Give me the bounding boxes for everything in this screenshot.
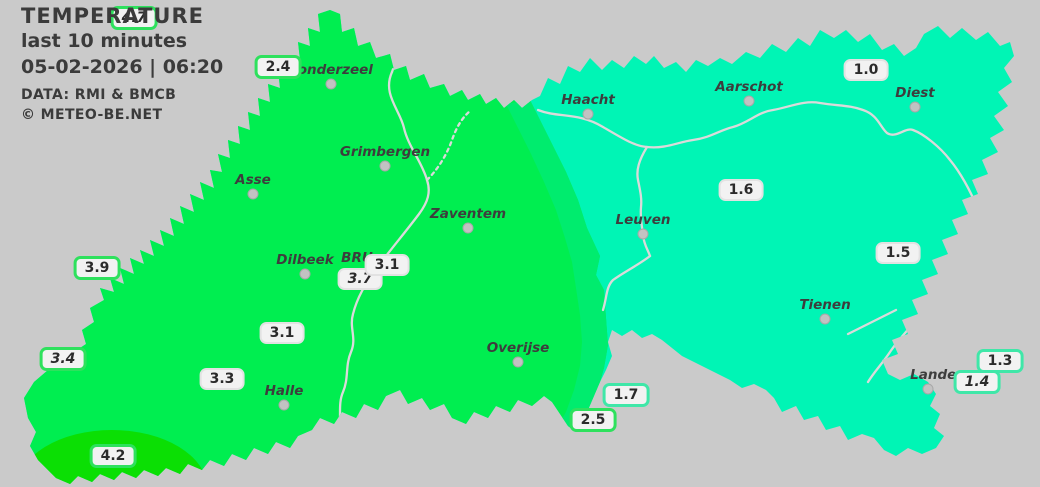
temp-badge-1.5: 1.5 <box>875 242 921 264</box>
city-dot-londerzeel <box>325 78 337 90</box>
city-label-aarschot: Aarschot <box>715 79 783 95</box>
temp-badge-1.0: 1.0 <box>843 59 889 81</box>
temp-badge-1.6: 1.6 <box>718 179 764 201</box>
city-label-grimbergen: Grimbergen <box>339 144 431 160</box>
city-label-haacht: Haacht <box>561 92 615 108</box>
city-dot-halle <box>278 399 290 411</box>
city-label-dilbeek: Dilbeek <box>276 252 334 268</box>
city-dot-zaventem <box>462 222 474 234</box>
zone-mild <box>506 100 608 484</box>
temp-badge-3.1: 3.1 <box>364 254 410 276</box>
temp-badge-3.4: 3.4 <box>39 347 87 371</box>
temp-badge-1.4: 1.4 <box>953 370 1001 394</box>
city-label-halle: Halle <box>264 383 304 399</box>
temp-badge-4.2: 4.2 <box>89 444 137 468</box>
copyright: © METEO-BE.NET <box>21 106 163 123</box>
city-dot-tienen <box>819 313 831 325</box>
city-dot-asse <box>247 188 259 200</box>
data-source: DATA: RMI & BMCB <box>21 86 177 103</box>
city-dot-grimbergen <box>379 160 391 172</box>
city-label-asse: Asse <box>235 172 271 188</box>
datetime: 05-02-2026 | 06:20 <box>21 55 224 78</box>
city-label-londerzeel: Londerzeel <box>289 62 373 78</box>
temp-badge-3.9: 3.9 <box>73 256 121 280</box>
temp-badge-4.7: 4.7 <box>110 6 158 30</box>
subtitle: last 10 minutes <box>21 30 188 53</box>
city-dot-diest <box>909 101 921 113</box>
temp-badge-1.3: 1.3 <box>976 349 1024 373</box>
city-label-tienen: Tienen <box>799 297 851 313</box>
page-title: TEMPERATURE <box>21 4 204 28</box>
city-dot-overijse <box>512 356 524 368</box>
city-dot-haacht <box>582 108 594 120</box>
city-dot-dilbeek <box>299 268 311 280</box>
temp-badge-2.5: 2.5 <box>569 408 617 432</box>
temp-badge-3.1: 3.1 <box>259 322 305 344</box>
city-label-leuven: Leuven <box>615 212 671 228</box>
city-dot-aarschot <box>743 95 755 107</box>
temp-badge-2.4: 2.4 <box>254 55 302 79</box>
city-label-landen: Landen <box>910 367 966 383</box>
zone-warmest <box>24 430 207 484</box>
city-label-overijse: Overijse <box>486 340 550 356</box>
temp-badge-3.3: 3.3 <box>199 368 245 390</box>
temp-badge-1.7: 1.7 <box>602 383 650 407</box>
title-block: TEMPERATURE last 10 minutes 05-02-2026 |… <box>21 5 223 122</box>
city-label-diest: Diest <box>895 85 935 101</box>
city-dot-landen <box>922 383 934 395</box>
city-dot-leuven <box>637 228 649 240</box>
city-label-zaventem: Zaventem <box>429 206 507 222</box>
